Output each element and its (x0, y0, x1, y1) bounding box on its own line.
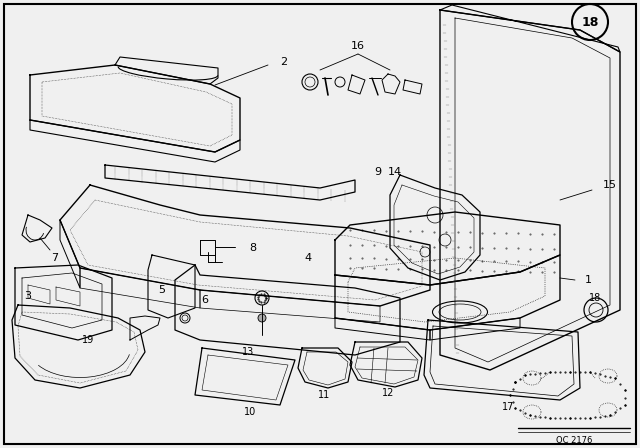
Text: 9: 9 (374, 167, 381, 177)
Text: 18: 18 (589, 293, 601, 303)
Text: 5: 5 (159, 285, 166, 295)
Text: 18: 18 (581, 16, 598, 29)
Text: 17: 17 (502, 402, 514, 412)
Text: 11: 11 (318, 390, 330, 400)
Text: OC 2176: OC 2176 (556, 435, 592, 444)
Text: 16: 16 (351, 41, 365, 51)
Text: 10: 10 (244, 407, 256, 417)
Text: 14: 14 (388, 167, 402, 177)
Text: 7: 7 (51, 253, 59, 263)
Text: 2: 2 (280, 57, 287, 67)
Text: 1: 1 (584, 275, 591, 285)
Text: 12: 12 (382, 388, 394, 398)
Text: 3: 3 (24, 291, 31, 301)
Text: 15: 15 (603, 180, 617, 190)
Text: 19: 19 (82, 335, 94, 345)
Circle shape (258, 314, 266, 322)
Text: 8: 8 (250, 243, 257, 253)
Text: 4: 4 (305, 253, 312, 263)
Text: 13: 13 (242, 347, 254, 357)
Text: 6: 6 (202, 295, 209, 305)
